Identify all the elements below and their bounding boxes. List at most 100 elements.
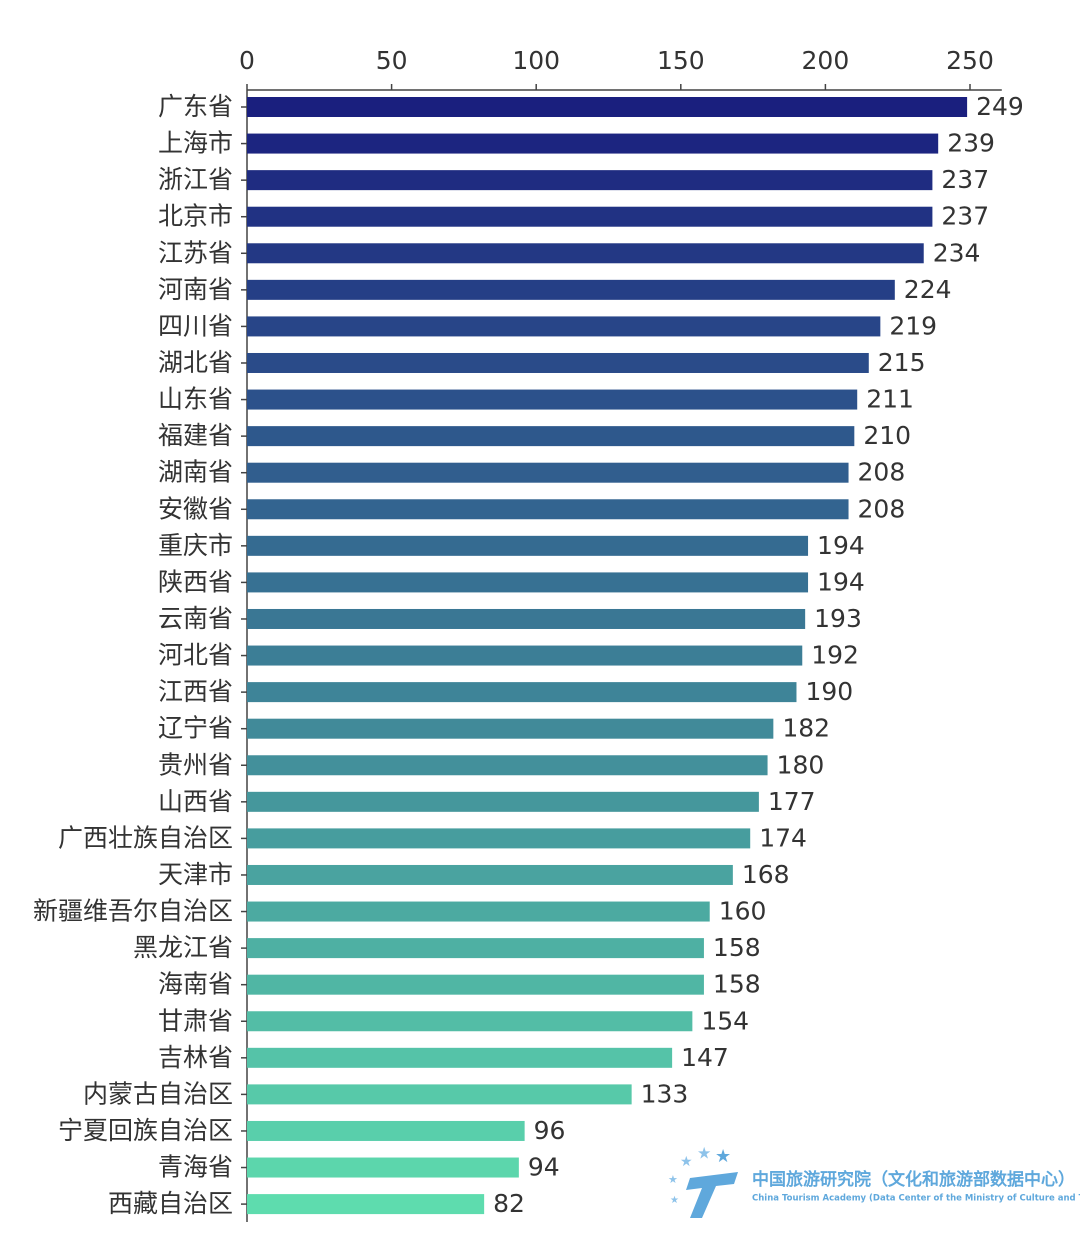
logo-star: ★ xyxy=(670,1195,679,1206)
y-tick-label: 河北省 xyxy=(158,641,233,670)
bar xyxy=(247,1120,525,1141)
y-tick-label: 云南省 xyxy=(158,604,233,633)
y-tick-label: 新疆维吾尔自治区 xyxy=(33,897,233,926)
y-tick-label: 内蒙古自治区 xyxy=(83,1079,233,1108)
bar xyxy=(247,97,968,117)
value-label: 154 xyxy=(701,1006,749,1035)
value-label: 234 xyxy=(933,238,981,267)
value-label: 182 xyxy=(782,714,830,743)
y-tick-label: 陕西省 xyxy=(158,567,233,596)
bar xyxy=(247,133,939,154)
y-tick-label: 重庆市 xyxy=(158,531,233,560)
watermark-title: 中国旅游研究院（文化和旅游部数据中心） xyxy=(752,1169,1075,1190)
y-tick-label: 北京市 xyxy=(158,202,233,231)
y-tick-label: 甘肃省 xyxy=(158,1006,233,1035)
bar xyxy=(247,499,849,520)
value-label: 82 xyxy=(493,1189,525,1218)
bar xyxy=(247,279,895,300)
value-label: 208 xyxy=(858,494,906,523)
y-tick-label: 青海省 xyxy=(158,1153,233,1182)
bar xyxy=(247,1011,693,1032)
value-label: 180 xyxy=(777,750,825,779)
value-label: 192 xyxy=(811,641,859,670)
bar xyxy=(247,535,809,556)
logo: ★ ★ ★ ★ ★ xyxy=(668,1144,738,1218)
y-tick-label: 宁夏回族自治区 xyxy=(58,1116,233,1145)
y-tick-label: 浙江省 xyxy=(158,165,233,194)
value-label: 133 xyxy=(641,1079,689,1108)
value-label: 224 xyxy=(904,275,952,304)
y-tick-label: 山东省 xyxy=(158,385,233,414)
bar xyxy=(247,389,858,410)
value-label: 147 xyxy=(681,1043,729,1072)
bar xyxy=(247,645,803,666)
logo-star: ★ xyxy=(668,1173,678,1186)
y-tick-label: 四川省 xyxy=(158,311,233,340)
value-label: 190 xyxy=(805,677,853,706)
value-label: 249 xyxy=(976,92,1024,121)
value-label: 239 xyxy=(947,129,995,158)
y-tick-label: 江苏省 xyxy=(158,238,233,267)
y-tick-label: 海南省 xyxy=(158,970,233,999)
bar xyxy=(247,755,768,776)
y-tick-label: 福建省 xyxy=(158,421,233,450)
value-label: 194 xyxy=(817,567,865,596)
x-tick-label: 150 xyxy=(657,46,705,75)
bar xyxy=(247,791,759,812)
value-label: 210 xyxy=(863,421,911,450)
y-tick-label: 黑龙江省 xyxy=(133,933,233,962)
bar xyxy=(247,608,806,629)
bar xyxy=(247,1047,673,1068)
bar xyxy=(247,901,710,922)
value-label: 158 xyxy=(713,933,761,962)
y-tick-label: 安徽省 xyxy=(158,494,233,523)
bar xyxy=(247,828,751,849)
y-tick-label: 山西省 xyxy=(158,787,233,816)
bar xyxy=(247,206,933,227)
bar xyxy=(247,243,924,264)
y-tick-label: 江西省 xyxy=(158,677,233,706)
x-tick-label: 100 xyxy=(512,46,560,75)
value-label: 237 xyxy=(941,165,989,194)
logo-star: ★ xyxy=(715,1146,731,1167)
bar xyxy=(247,316,881,337)
bar xyxy=(247,1194,485,1215)
y-tick-label: 西藏自治区 xyxy=(108,1189,233,1218)
y-tick-label: 湖北省 xyxy=(158,348,233,377)
value-label: 237 xyxy=(941,202,989,231)
bar xyxy=(247,462,849,483)
y-tick-label: 上海市 xyxy=(158,129,233,158)
value-label: 94 xyxy=(528,1153,560,1182)
bar xyxy=(247,572,809,593)
value-label: 211 xyxy=(866,385,914,414)
bar xyxy=(247,718,774,739)
y-tick-label: 湖南省 xyxy=(158,458,233,487)
value-label: 215 xyxy=(878,348,926,377)
logo-star: ★ xyxy=(697,1144,711,1163)
y-tick-label: 吉林省 xyxy=(158,1043,233,1072)
bar xyxy=(247,170,933,191)
logo-star: ★ xyxy=(680,1154,693,1170)
value-label: 219 xyxy=(889,311,937,340)
value-label: 194 xyxy=(817,531,865,560)
value-label: 193 xyxy=(814,604,862,633)
value-label: 96 xyxy=(534,1116,566,1145)
x-tick-label: 250 xyxy=(946,46,994,75)
bar xyxy=(247,1084,632,1105)
x-tick-label: 50 xyxy=(376,46,408,75)
watermark-subtitle: China Tourism Academy (Data Center of th… xyxy=(752,1194,1080,1204)
y-tick-label: 贵州省 xyxy=(158,750,233,779)
bar xyxy=(247,864,733,885)
y-tick-label: 辽宁省 xyxy=(158,714,233,743)
x-tick-label: 0 xyxy=(239,46,255,75)
logo-t xyxy=(686,1172,738,1218)
bar xyxy=(247,938,704,959)
value-label: 168 xyxy=(742,860,790,889)
value-label: 174 xyxy=(759,823,807,852)
value-label: 208 xyxy=(858,458,906,487)
bar xyxy=(247,426,855,447)
y-tick-label: 广西壮族自治区 xyxy=(58,823,233,852)
y-tick-label: 天津市 xyxy=(158,860,233,889)
bar xyxy=(247,1157,519,1178)
